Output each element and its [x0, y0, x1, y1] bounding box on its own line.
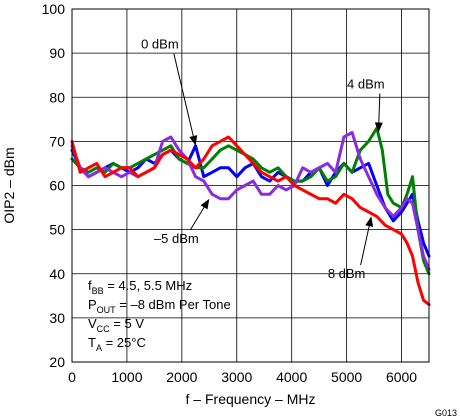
- series-annotations: 0 dBm 4 dBm –5 dBm 8 dBm: [141, 37, 385, 281]
- annotation-arrow-line: [378, 93, 381, 123]
- x-tick-label: 5000: [331, 369, 362, 385]
- x-axis-title: f – Frequency – MHz: [186, 391, 316, 407]
- y-tick-label: 30: [49, 310, 65, 326]
- x-tick-label: 2000: [166, 369, 197, 385]
- condition-line: TA = 25°C: [88, 335, 146, 353]
- condition-symbol: f: [88, 278, 92, 293]
- y-tick-label: 60: [49, 178, 65, 194]
- x-tick-label: 1000: [111, 369, 142, 385]
- y-tick-label: 70: [49, 133, 65, 149]
- condition-value: = –8 dBm Per Tone: [116, 297, 231, 312]
- annotation-arrow-head: [200, 198, 210, 210]
- annotation-arrow-line: [173, 53, 194, 137]
- condition-subscript: A: [96, 343, 102, 353]
- series-line-2: [70, 131, 431, 271]
- series-label-3: 8 dBm: [328, 266, 366, 281]
- condition-line: fBB = 4.5, 5.5 MHz: [88, 278, 192, 296]
- annotation-arrow-head: [365, 216, 374, 228]
- y-tick-label: 40: [49, 266, 65, 282]
- series-line-1: [70, 126, 431, 276]
- series-line-3: [70, 135, 431, 307]
- y-tick-label: 80: [49, 89, 65, 105]
- condition-symbol: P: [88, 297, 97, 312]
- condition-line: POUT = –8 dBm Per Tone: [88, 297, 231, 315]
- series-label-1: 4 dBm: [347, 76, 385, 91]
- plot-frame: [71, 8, 430, 363]
- annotation-arrow-line: [189, 207, 205, 231]
- series-lines: [70, 126, 431, 307]
- x-tick-label: 4000: [276, 369, 307, 385]
- condition-subscript: OUT: [97, 305, 117, 315]
- x-tick-label: 0: [68, 369, 76, 385]
- condition-line: VCC = 5 V: [88, 316, 144, 334]
- condition-symbol: T: [88, 335, 96, 350]
- x-tick-labels: 0 1000 2000 3000 4000 5000 6000: [68, 369, 417, 385]
- condition-value: = 4.5, 5.5 MHz: [104, 278, 193, 293]
- y-tick-labels: 20 30 40 50 60 70 80 90 100: [42, 1, 66, 370]
- y-tick-label: 100: [42, 1, 66, 17]
- annotation-arrow-line: [360, 226, 370, 266]
- condition-subscript: CC: [97, 324, 110, 334]
- y-tick-label: 50: [49, 222, 65, 238]
- series-label-0: 0 dBm: [141, 37, 179, 52]
- x-tick-label: 3000: [221, 369, 252, 385]
- annotation-arrow-head: [374, 122, 383, 133]
- y-axis-title: OIP2 – dBm: [1, 147, 17, 223]
- condition-symbol: V: [88, 316, 97, 331]
- x-tick-label: 6000: [386, 369, 417, 385]
- y-tick-label: 90: [49, 45, 65, 61]
- annotation-arrow-head: [189, 135, 198, 146]
- condition-value: = 25°C: [102, 335, 146, 350]
- figure-id: G013: [435, 408, 457, 418]
- y-tick-label: 20: [49, 354, 65, 370]
- condition-subscript: BB: [92, 286, 104, 296]
- condition-value: = 5 V: [110, 316, 145, 331]
- series-label-2: –5 dBm: [154, 231, 199, 246]
